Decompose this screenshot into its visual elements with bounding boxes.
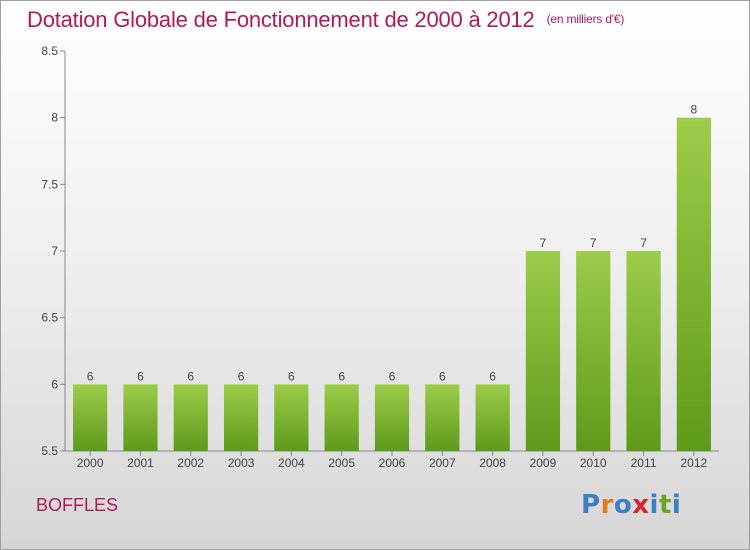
x-tick-label-2004: 2004 <box>278 456 305 470</box>
x-tick-label-2006: 2006 <box>379 456 406 470</box>
bar-2012 <box>676 117 711 452</box>
proxiti-logo: Proxiti <box>581 490 681 520</box>
data-label-2002: 6 <box>187 369 194 383</box>
bar-2009 <box>525 251 561 451</box>
data-label-2005: 6 <box>338 369 345 383</box>
y-tick-label: 6 <box>51 377 58 391</box>
data-label-2009: 7 <box>540 236 547 250</box>
x-tick-label-2003: 2003 <box>228 456 255 470</box>
data-label-2008: 6 <box>489 369 496 383</box>
x-tick-label-2007: 2007 <box>429 456 456 470</box>
chart-bars <box>73 117 711 452</box>
x-tick-label-2009: 2009 <box>530 456 557 470</box>
chart-title: Dotation Globale de Fonctionnement de 20… <box>27 7 625 32</box>
bar-2005 <box>324 384 359 451</box>
bar-2006 <box>374 384 410 451</box>
bar-2000 <box>73 384 108 451</box>
y-tick-label: 8 <box>51 111 58 125</box>
y-tick-label: 6.5 <box>41 311 58 325</box>
bar-2002 <box>173 384 208 451</box>
data-label-2006: 6 <box>389 369 396 383</box>
data-label-2004: 6 <box>288 369 295 383</box>
x-tick-label-2001: 2001 <box>127 456 154 470</box>
bar-2008 <box>475 384 510 451</box>
chart-subtitle: (en milliers d'€) <box>546 12 625 26</box>
x-tick-label-2000: 2000 <box>77 456 104 470</box>
logo-letter: o <box>613 490 633 520</box>
logo-letter: x <box>632 490 650 520</box>
data-label-2003: 6 <box>238 369 245 383</box>
logo-letter: P <box>581 490 601 520</box>
logo-letter: i <box>671 490 682 520</box>
x-tick-label-2002: 2002 <box>177 456 204 470</box>
y-tick-label: 7.5 <box>41 177 58 191</box>
logo-letter: t <box>658 490 672 520</box>
x-tick-label-2011: 2011 <box>631 456 657 470</box>
x-tick-label-2010: 2010 <box>580 456 607 470</box>
x-tick-label-2012: 2012 <box>680 456 707 470</box>
logo-letter: r <box>600 490 614 520</box>
bar-2003 <box>223 384 259 451</box>
bar-2010 <box>576 251 611 451</box>
data-label-2011: 7 <box>640 236 647 250</box>
bar-2007 <box>425 384 460 451</box>
x-tick-label-2005: 2005 <box>328 456 355 470</box>
data-label-2010: 7 <box>590 236 597 250</box>
bar-2011 <box>626 251 661 451</box>
data-label-2000: 6 <box>87 369 94 383</box>
y-tick-label: 7 <box>51 244 58 258</box>
bar-2004 <box>274 384 309 451</box>
x-tick-label-2008: 2008 <box>479 456 506 470</box>
logo-letter: i <box>649 490 659 520</box>
data-label-2001: 6 <box>137 369 144 383</box>
chart-labels: 6 2000 6 2001 6 2002 6 2003 6 2004 6 2005 6 2006 6 2007… <box>77 103 708 470</box>
y-tick-label: 8.5 <box>41 44 58 58</box>
y-tick-label: 5.5 <box>41 444 58 458</box>
bar-2001 <box>123 384 158 451</box>
commune-name: BOFFLES <box>36 495 119 515</box>
data-label-2007: 6 <box>439 369 446 383</box>
data-label-2012: 8 <box>691 103 698 117</box>
